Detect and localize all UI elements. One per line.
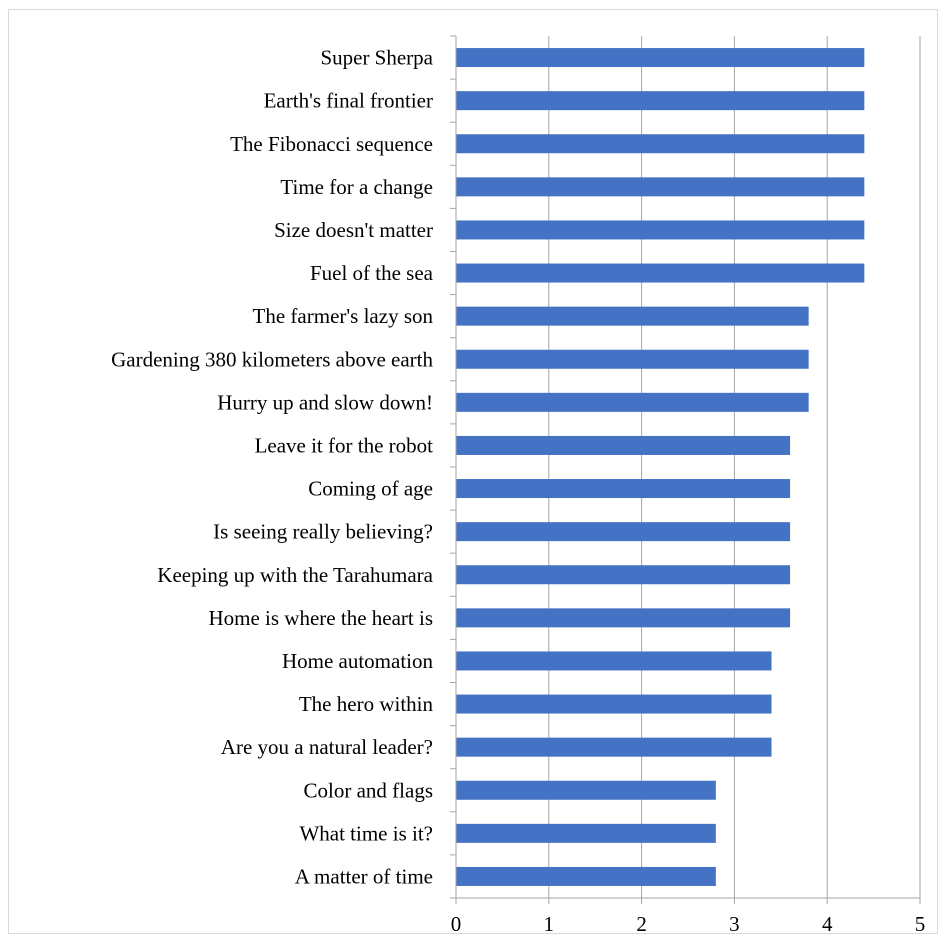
bar xyxy=(456,91,865,111)
category-label: Gardening 380 kilometers above earth xyxy=(111,347,433,371)
category-label: Home is where the heart is xyxy=(208,606,433,630)
category-label: Earth's final frontier xyxy=(264,89,433,113)
category-label: The Fibonacci sequence xyxy=(230,132,433,156)
x-tick-label: 4 xyxy=(822,912,833,936)
bar xyxy=(456,694,772,714)
category-label: The farmer's lazy son xyxy=(253,304,434,328)
bar xyxy=(456,479,791,499)
category-label: Are you a natural leader? xyxy=(221,735,433,759)
category-label: The hero within xyxy=(299,692,434,716)
bar xyxy=(456,651,772,671)
category-label: A matter of time xyxy=(295,864,433,888)
bar xyxy=(456,435,791,455)
category-label: Color and flags xyxy=(304,778,433,802)
bar xyxy=(456,263,865,283)
category-label: Is seeing really believing? xyxy=(213,520,433,544)
bar xyxy=(456,823,716,843)
category-labels: Super Sherpa Earth's final frontier The Fi… xyxy=(111,46,434,889)
bar xyxy=(456,48,865,68)
bar xyxy=(456,780,716,800)
tick-labels: 0 1 2 3 4 5 xyxy=(451,912,926,936)
bar xyxy=(456,177,865,197)
bar xyxy=(456,220,865,240)
bars xyxy=(456,48,865,886)
x-tick-label: 3 xyxy=(729,912,740,936)
category-label: Hurry up and slow down! xyxy=(217,390,433,414)
bar xyxy=(456,134,865,154)
category-label: Coming of age xyxy=(308,477,433,501)
bar xyxy=(456,306,809,326)
category-label: Size doesn't matter xyxy=(274,218,433,242)
axes xyxy=(450,35,921,904)
category-label: Home automation xyxy=(282,649,434,673)
bar xyxy=(456,608,791,628)
x-tick-label: 1 xyxy=(544,912,555,936)
category-label: What time is it? xyxy=(299,821,433,845)
bar xyxy=(456,737,772,757)
x-tick-label: 0 xyxy=(451,912,462,936)
bar xyxy=(456,522,791,542)
bar xyxy=(456,866,716,886)
category-label: Time for a change xyxy=(280,175,433,199)
category-label: Keeping up with the Tarahumara xyxy=(157,563,433,587)
chart-frame xyxy=(8,9,938,934)
gridlines xyxy=(548,36,921,898)
category-label: Super Sherpa xyxy=(320,46,433,70)
category-label: Fuel of the sea xyxy=(310,261,434,285)
bar xyxy=(456,565,791,585)
category-label: Leave it for the robot xyxy=(255,433,434,457)
bar xyxy=(456,392,809,412)
x-tick-label: 2 xyxy=(636,912,647,936)
x-tick-label: 5 xyxy=(915,912,926,936)
bar xyxy=(456,349,809,369)
